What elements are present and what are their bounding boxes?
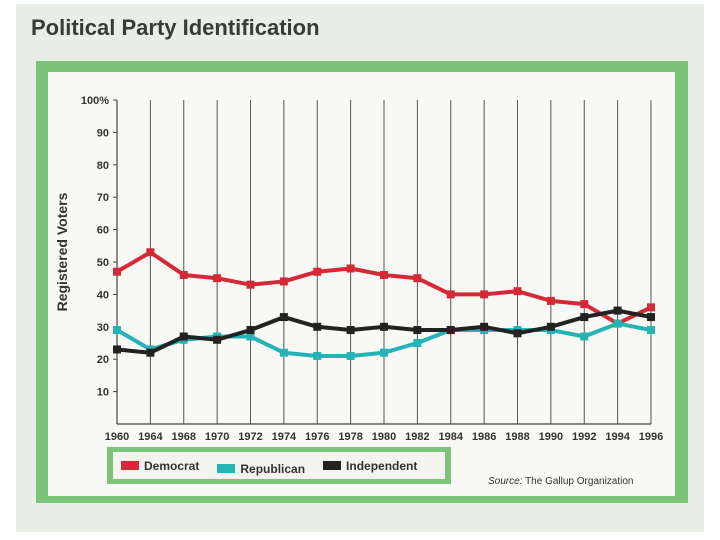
point-republican-1980 (380, 348, 388, 357)
point-democrat-1982 (413, 274, 422, 283)
source-note: Source: The Gallup Organization (488, 476, 633, 487)
legend: Democrat Republican Independent (113, 452, 445, 479)
x-tick-label-1978: 1978 (338, 431, 362, 443)
x-tick-label-1990: 1990 (539, 431, 563, 443)
y-tick-label-90: 90 (97, 127, 109, 139)
y-tick-label-30: 30 (97, 322, 109, 334)
x-tick-label-1968: 1968 (172, 431, 196, 443)
point-independent-1976 (313, 322, 322, 331)
y-tick-label-40: 40 (97, 289, 109, 301)
y-tick-label-100: 100% (81, 95, 109, 107)
point-republican-1992 (580, 332, 589, 341)
y-tick-label-60: 60 (97, 225, 109, 237)
point-republican-1996 (647, 326, 655, 335)
point-independent-1992 (580, 313, 589, 322)
point-democrat-1960 (113, 267, 121, 276)
y-tick-label-50: 50 (97, 257, 109, 269)
point-republican-1974 (279, 348, 288, 357)
x-tick-label-1964: 1964 (138, 431, 163, 443)
point-republican-1982 (413, 339, 422, 347)
axes (113, 99, 651, 425)
legend-swatch-democrat (121, 461, 139, 470)
source-text: The Gallup Organization (525, 476, 634, 487)
legend-label-democrat: Democrat (144, 458, 200, 473)
legend-item-democrat: Democrat (121, 459, 199, 473)
point-republican-1994 (613, 319, 622, 328)
point-independent-1960 (113, 345, 121, 354)
chart-title: Political Party Identification (31, 15, 320, 40)
point-independent-1968 (179, 332, 188, 341)
point-democrat-1976 (313, 267, 322, 276)
point-democrat-1970 (213, 274, 222, 283)
point-independent-1990 (546, 322, 555, 331)
point-democrat-1964 (146, 248, 155, 257)
legend-swatch-republican (217, 464, 236, 473)
legend-item-independent: Independent (323, 459, 417, 473)
grid-lines (116, 100, 652, 424)
source-label: Source: (488, 476, 523, 487)
point-independent-1982 (413, 326, 422, 335)
point-independent-1996 (647, 313, 655, 322)
x-tick-label-1984: 1984 (439, 431, 464, 443)
point-independent-1988 (513, 329, 522, 338)
point-independent-1970 (213, 335, 222, 344)
x-tick-label-1986: 1986 (472, 431, 496, 443)
x-tick-label-1994: 1994 (605, 431, 630, 443)
x-tick-label-1980: 1980 (372, 431, 396, 443)
point-republican-1976 (313, 351, 322, 360)
x-tick-label-1982: 1982 (405, 431, 429, 443)
point-democrat-1974 (279, 277, 288, 286)
y-axis-title: Registered Voters (54, 192, 70, 311)
point-democrat-1988 (513, 287, 522, 296)
legend-item-republican: Republican (217, 462, 305, 476)
point-democrat-1992 (580, 300, 589, 309)
legend-label-republican: Republican (240, 461, 306, 476)
point-republican-1978 (346, 351, 355, 360)
series-lines (113, 248, 655, 360)
point-democrat-1984 (446, 290, 455, 299)
point-independent-1980 (380, 322, 388, 331)
point-independent-1978 (346, 326, 355, 335)
point-democrat-1978 (346, 264, 355, 273)
point-democrat-1968 (179, 270, 188, 279)
point-independent-1972 (246, 326, 255, 335)
x-tick-label-1974: 1974 (272, 431, 297, 443)
point-democrat-1996 (647, 303, 655, 312)
point-independent-1994 (613, 306, 622, 315)
point-independent-1964 (146, 348, 155, 357)
point-democrat-1990 (546, 296, 555, 305)
x-tick-label-1972: 1972 (238, 431, 262, 443)
point-republican-1972 (246, 332, 255, 341)
x-tick-label-1970: 1970 (205, 431, 229, 443)
x-tick-label-1996: 1996 (639, 431, 663, 443)
x-tick-label-1960: 1960 (105, 431, 129, 443)
x-tick-label-1988: 1988 (505, 431, 529, 443)
y-tick-label-10: 10 (97, 387, 109, 399)
y-tick-label-20: 20 (97, 354, 109, 366)
y-tick-label-80: 80 (97, 160, 109, 172)
tick-labels: 10 20 30 40 50 60 70 80 90 100% 1960 1964 1968 1970 19… (54, 95, 663, 443)
legend-label-independent: Independent (346, 458, 418, 473)
x-tick-label-1976: 1976 (305, 431, 329, 443)
point-democrat-1972 (246, 280, 255, 289)
chart-panel (48, 72, 675, 496)
x-tick-label-1992: 1992 (572, 431, 596, 443)
point-democrat-1980 (380, 270, 388, 279)
point-independent-1984 (446, 326, 455, 335)
legend-swatch-independent (323, 461, 342, 470)
y-tick-label-70: 70 (97, 192, 109, 204)
point-democrat-1986 (480, 290, 489, 299)
point-independent-1986 (480, 322, 489, 331)
point-republican-1960 (113, 326, 121, 335)
point-independent-1974 (279, 313, 288, 322)
